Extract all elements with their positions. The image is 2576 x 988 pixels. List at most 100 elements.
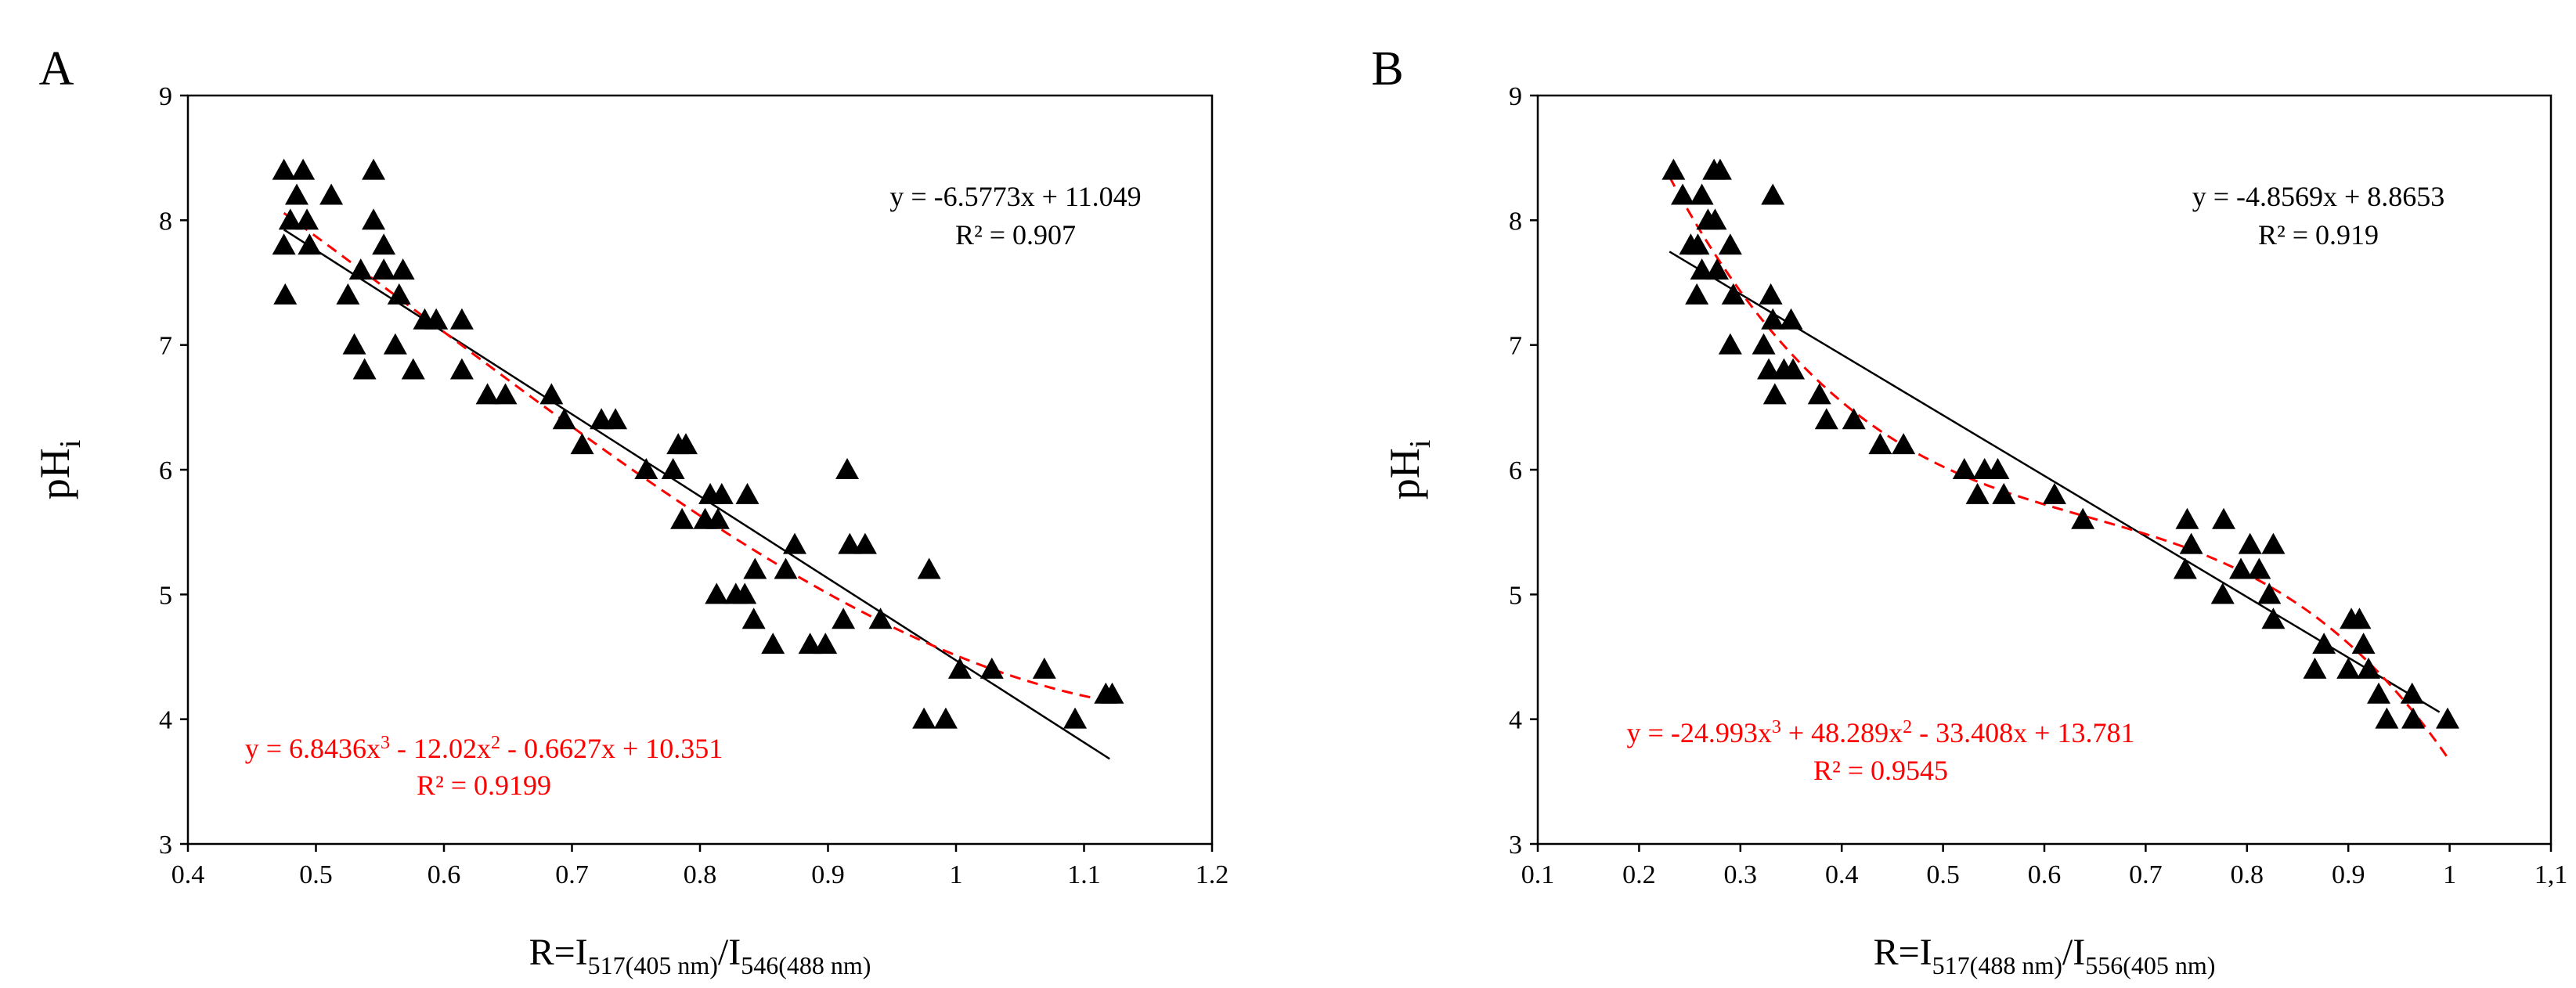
panel-label: A (39, 42, 74, 96)
data-point (1814, 408, 1838, 430)
data-point (362, 208, 386, 230)
cubic-equation-term: - 0.6627x + 10.351 (500, 733, 723, 764)
cubic-trendline (283, 211, 1110, 702)
data-point (1690, 258, 1714, 280)
linear-r2: R² = 0.907 (955, 219, 1076, 251)
data-point (634, 458, 658, 479)
data-point (2238, 532, 2262, 554)
linear-equation: y = -6.5773x + 11.049 (889, 181, 1141, 212)
x-tick-label: 0.9 (811, 860, 845, 889)
data-point (2312, 633, 2336, 654)
data-point (272, 158, 296, 180)
data-point (2179, 532, 2203, 554)
y-tick-label: 3 (159, 831, 172, 860)
data-point (319, 183, 344, 205)
data-point (1718, 233, 1742, 255)
x-axis-label-main: R=I (1874, 932, 1932, 973)
x-tick-label: 0.6 (2028, 860, 2062, 889)
data-point (853, 532, 877, 554)
data-point (362, 158, 386, 180)
data-points (1661, 158, 2460, 729)
data-point (838, 532, 862, 554)
data-point (733, 582, 757, 604)
data-point (947, 657, 972, 679)
data-point (1671, 183, 1695, 205)
cubic-equation-term: y = 6.8436x (245, 733, 381, 764)
x-tick-label: 1 (2443, 860, 2456, 889)
x-tick-label: 1.2 (1196, 860, 1229, 889)
data-point (2400, 682, 2424, 704)
cubic-equation: y = 6.8436x3 - 12.02x2 - 0.6627x + 10.35… (245, 733, 723, 764)
data-point (933, 707, 958, 729)
cubic-equation-term: - 33.408x + 13.781 (1912, 717, 2134, 748)
cubic-equation-exponent: 2 (1903, 717, 1912, 737)
cubic-r2: R² = 0.9199 (417, 770, 551, 801)
y-axis-label: pHi (1381, 440, 1437, 500)
data-point (2173, 557, 2197, 579)
y-axis-label-subscript: i (1404, 440, 1437, 449)
data-point (2336, 657, 2361, 679)
linear-equation: y = -4.8569x + 8.8653 (2192, 181, 2445, 212)
x-tick-label: 0.2 (1622, 860, 1656, 889)
data-point (273, 283, 298, 305)
x-tick-label: 1.1 (1067, 860, 1101, 889)
data-point (2347, 608, 2372, 629)
x-tick-label: 0.7 (2129, 860, 2163, 889)
data-point (1661, 158, 1686, 180)
x-tick-label: 0.5 (1926, 860, 1960, 889)
x-tick-label: 0.8 (684, 860, 717, 889)
data-point (383, 333, 407, 355)
data-point (814, 633, 838, 654)
x-axis-label-subscript: 517(488 nm) (1932, 951, 2062, 979)
data-point (295, 208, 319, 230)
data-point (1992, 482, 2016, 504)
data-point (298, 233, 322, 255)
x-tick-label: 0.1 (1521, 860, 1555, 889)
data-point (278, 208, 302, 230)
data-point (1685, 283, 1709, 305)
data-point (372, 233, 396, 255)
data-point (284, 183, 308, 205)
y-tick-label: 8 (1509, 207, 1522, 236)
data-point (798, 633, 822, 654)
y-tick-label: 5 (1509, 581, 1522, 610)
data-point (449, 308, 474, 330)
data-point (709, 482, 734, 504)
data-point (782, 532, 806, 554)
x-tick-label: 0.5 (299, 860, 333, 889)
data-point (980, 657, 1004, 679)
data-point (1690, 183, 1714, 205)
data-point (774, 557, 798, 579)
data-point (1761, 308, 1785, 330)
x-tick-label: 1 (950, 860, 963, 889)
data-point (2436, 707, 2460, 729)
data-point (401, 358, 425, 380)
data-point (604, 408, 628, 430)
data-point (1032, 657, 1056, 679)
data-point (2212, 507, 2236, 529)
y-tick-label: 6 (159, 456, 172, 485)
data-point (1686, 233, 1710, 255)
data-point (2071, 507, 2095, 529)
data-point (348, 258, 373, 280)
y-axis-label-main: pH (1381, 448, 1428, 499)
data-point (387, 283, 411, 305)
y-axis-label-subscript: i (54, 440, 87, 449)
y-axis-label-main: pH (31, 448, 78, 499)
data-point (1100, 682, 1124, 704)
x-axis-label-main: R=I (529, 932, 588, 973)
data-point (1063, 707, 1088, 729)
chart-panel-b: B 3 4 5 6 7 8 9 0.1 0.2 0.3 0.4 0.5 0.6 0.7 0.8 0.9 1 1,1 p… (1371, 42, 2567, 979)
data-point (2247, 557, 2271, 579)
data-point (1779, 308, 1803, 330)
data-point (1762, 383, 1787, 405)
data-point (1781, 358, 1806, 380)
data-point (670, 507, 695, 529)
data-point (449, 358, 474, 380)
data-point (2367, 682, 2391, 704)
cubic-equation-term: + 48.289x (1781, 717, 1903, 748)
cubic-equation-term: - 12.02x (390, 733, 491, 764)
data-point (352, 358, 377, 380)
x-axis-label-main: /I (2062, 932, 2085, 973)
